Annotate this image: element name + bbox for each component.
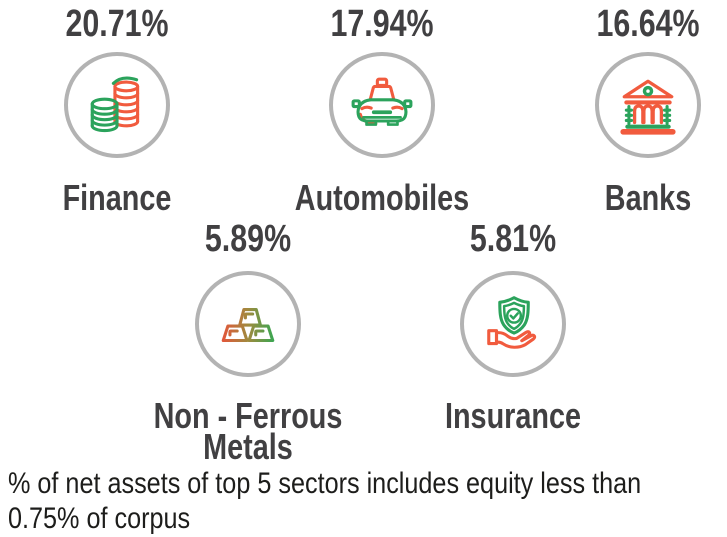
sector-icon-circle: [460, 271, 566, 377]
footnote: % of net assets of top 5 sectors include…: [8, 466, 641, 536]
sector-label: Insurance: [444, 395, 582, 436]
sector-value: 5.81%: [469, 218, 557, 260]
sector-icon-circle: [64, 52, 170, 158]
sector-label: Banks: [604, 177, 692, 218]
sector-value: 17.94%: [330, 3, 434, 45]
gold-bars-icon: [215, 291, 281, 357]
sector-value: 5.89%: [204, 218, 292, 260]
sector-icon-circle: [195, 271, 301, 377]
sector-label: Automobiles: [294, 177, 470, 218]
coins-icon: [84, 72, 150, 138]
bank-icon: [615, 72, 681, 138]
footnote-line: 0.75% of corpus: [8, 502, 191, 535]
shield-hand-icon: [480, 291, 546, 357]
sector-label: Finance: [62, 177, 172, 218]
sector-value: 20.71%: [65, 3, 169, 45]
sector-value: 16.64%: [596, 3, 700, 45]
sector-icon-circle: [595, 52, 701, 158]
car-icon: [349, 72, 415, 138]
sector-icon-circle: [329, 52, 435, 158]
sector-label: Non - Ferrous Metals: [153, 395, 343, 467]
footnote-line: % of net assets of top 5 sectors include…: [8, 467, 642, 500]
